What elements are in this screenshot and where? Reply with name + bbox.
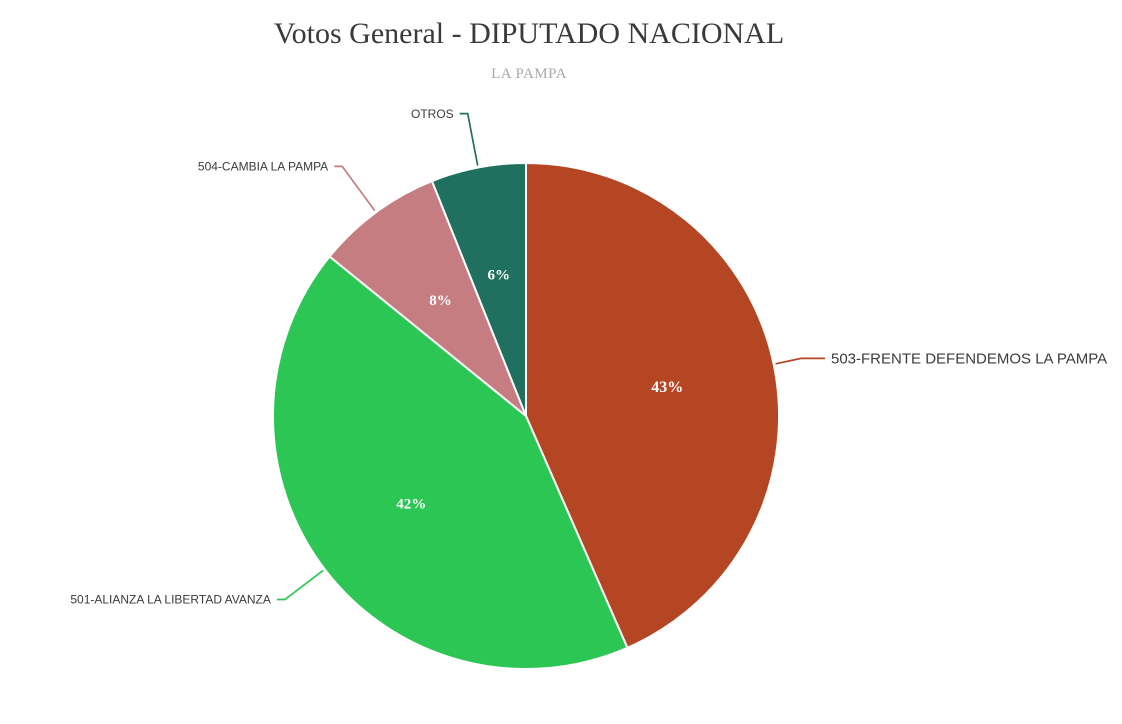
slice-callout-line <box>775 357 825 365</box>
pie-slice-otros[interactable] <box>430 161 527 417</box>
slice-percent-label: 42% <box>396 497 426 513</box>
slice-callout-label: 501-ALIANZA LA LIBERTAD AVANZA <box>70 593 271 607</box>
pie-slice-503-frente-defendemos-la-pampa[interactable] <box>525 161 780 650</box>
slice-callout-label: 504-CAMBIA LA PAMPA <box>198 160 328 174</box>
slice-callout-line <box>334 165 376 212</box>
page-subtitle: LA PAMPA <box>491 66 567 82</box>
slice-callout-label: 503-FRENTE DEFENDEMOS LA PAMPA <box>831 351 1107 368</box>
slice-callout-line <box>459 112 479 166</box>
pie-slice-504-cambia-la-pampa[interactable] <box>328 179 529 420</box>
page-title: Votos General - DIPUTADO NACIONAL <box>273 17 785 50</box>
slice-callout-line <box>276 569 324 601</box>
slice-percent-label: 43% <box>651 379 683 396</box>
slice-percent-label: 8% <box>429 293 452 309</box>
slice-percent-label: 6% <box>487 268 510 284</box>
slice-callout-label: OTROS <box>411 107 454 121</box>
pie-slice-501-alianza-la-libertad-avanza[interactable] <box>271 255 629 671</box>
